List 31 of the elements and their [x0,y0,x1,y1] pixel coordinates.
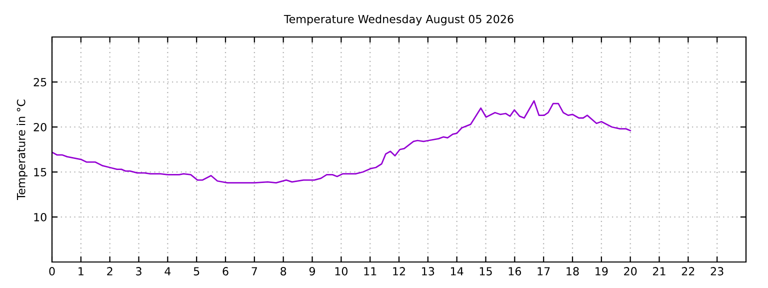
x-tick-label: 17 [538,267,550,276]
line-series [52,100,632,184]
x-tick-label: 9 [309,267,316,276]
x-tick-label: 2 [107,267,112,276]
x-tick-label: 6 [222,267,228,276]
y-axis-title: Temperature in °C [16,100,28,200]
x-tick-label: 14 [450,267,464,276]
y-tick-label: 15 [34,168,46,176]
x-tick-label: 0 [49,267,55,276]
x-tick-label: 21 [652,267,666,276]
x-tick-label: 7 [252,267,257,276]
y-tick-label: 10 [34,212,46,222]
x-tick-label: 11 [364,267,376,276]
x-tick-label: 8 [280,267,286,276]
x-tick-label: 18 [566,267,579,276]
x-tick-label: 3 [136,267,142,276]
x-tick-label: 19 [596,267,608,276]
x-tick-label: 20 [624,267,637,276]
y-tick-label: 25 [34,78,46,86]
x-tick-label: 23 [710,267,724,276]
x-tick-label: 4 [164,267,171,276]
x-tick-label: 5 [194,267,200,276]
x-tick-label: 16 [508,267,522,276]
y-tick-label: 20 [34,122,46,132]
x-tick-label: 13 [422,267,434,276]
x-tick-label: 1 [78,267,84,276]
x-tick-label: 10 [335,267,348,276]
x-tick-label: 15 [480,267,492,276]
x-tick-label: 22 [682,267,694,276]
x-tick-label: 12 [393,267,405,276]
chart-title: Temperature Wednesday August 05 2026 [284,14,514,26]
